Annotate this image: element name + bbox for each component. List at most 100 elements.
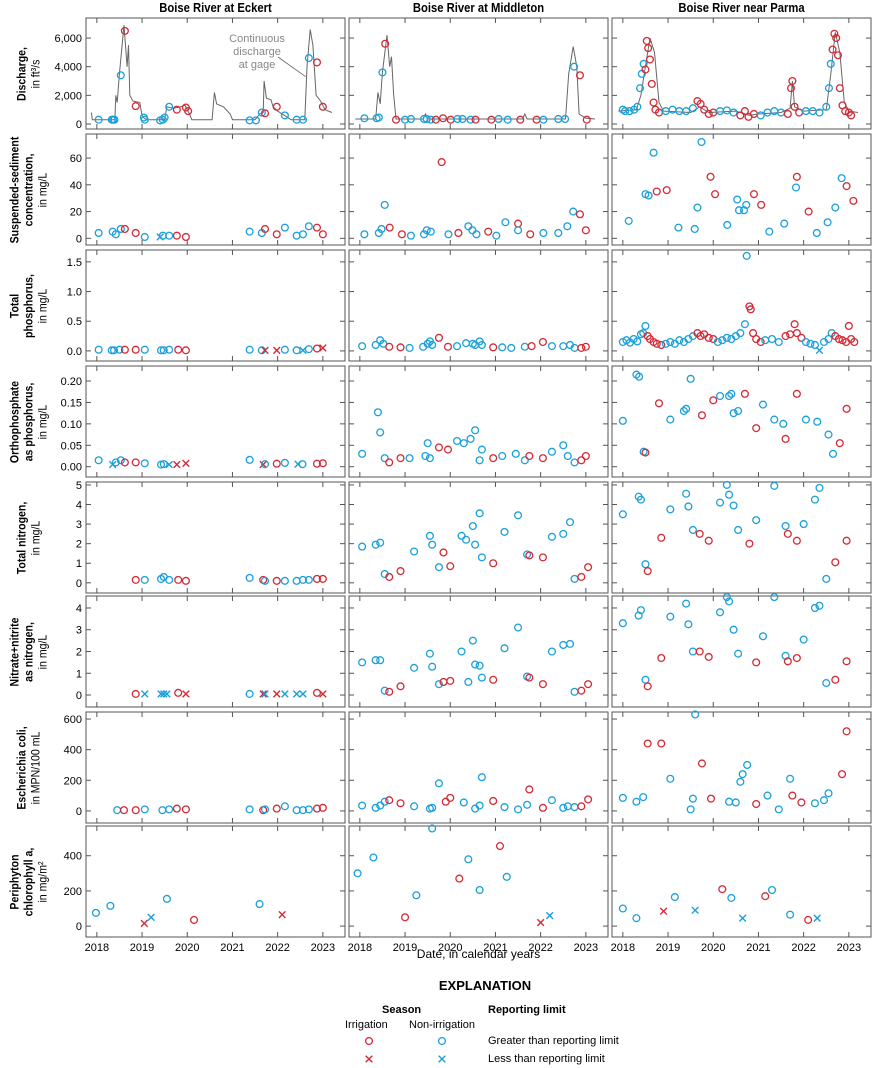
data-point <box>641 448 650 457</box>
data-point <box>625 107 634 116</box>
panel-tp-site-3 <box>611 249 872 362</box>
legend-season-header: Season <box>382 1004 422 1016</box>
data-point <box>652 187 661 196</box>
data-point <box>464 855 473 864</box>
panel-frame <box>348 133 609 246</box>
data-point <box>813 417 822 426</box>
data-point <box>159 460 168 469</box>
y-axis-label-line: in mg/L <box>35 288 49 323</box>
data-point <box>842 404 851 413</box>
data-point <box>643 682 652 691</box>
data-point <box>690 224 699 234</box>
data-point <box>734 406 743 416</box>
censored-point <box>165 460 173 469</box>
data-point <box>298 115 308 124</box>
data-point <box>641 321 650 331</box>
data-point <box>799 635 808 644</box>
data-point <box>570 687 579 696</box>
data-point <box>280 345 289 354</box>
data-point <box>584 680 593 689</box>
data-point <box>570 574 579 583</box>
data-point <box>738 770 747 779</box>
censored-point <box>545 911 554 920</box>
data-point <box>120 26 129 35</box>
data-point <box>757 200 766 209</box>
data-point <box>729 501 738 510</box>
data-point <box>722 106 731 115</box>
censored-point <box>140 690 149 698</box>
data-point <box>649 98 658 107</box>
data-point <box>559 529 568 538</box>
data-point <box>584 563 593 572</box>
data-point <box>428 824 437 833</box>
data-point <box>806 339 815 348</box>
data-point <box>514 219 523 228</box>
data-point <box>565 639 575 648</box>
censored-point <box>157 690 165 698</box>
y-axis-label-line: Suspended-sediment <box>7 136 21 243</box>
data-point <box>468 636 477 645</box>
data-point <box>377 224 386 234</box>
censored-point <box>281 690 289 698</box>
data-point <box>272 804 281 813</box>
data-point <box>251 116 261 125</box>
data-point <box>131 458 140 467</box>
data-point <box>400 115 410 124</box>
data-point <box>756 337 765 347</box>
data-point <box>91 908 100 917</box>
y-tick-label: 400 <box>64 851 82 863</box>
panel-frame <box>611 711 872 824</box>
data-point <box>501 218 510 227</box>
data-point <box>94 345 103 354</box>
data-point <box>526 230 535 239</box>
data-point <box>318 102 327 111</box>
data-point <box>304 575 313 584</box>
data-point <box>815 601 824 610</box>
data-point <box>742 200 751 209</box>
data-point <box>172 804 181 813</box>
data-point <box>661 339 670 348</box>
y-tick-label: 4,000 <box>54 62 82 74</box>
censored-point <box>163 690 171 698</box>
data-point <box>312 804 322 813</box>
panel-frame <box>348 711 609 824</box>
y-tick-label: 1 <box>76 668 82 680</box>
y-tick-label: 2 <box>76 539 82 551</box>
panel-tn-site-2 <box>348 481 609 594</box>
y-axis-label-line: in mg/L <box>35 172 49 207</box>
data-point <box>475 801 484 810</box>
data-point <box>475 509 484 518</box>
data-point <box>570 458 579 467</box>
data-point <box>822 679 831 688</box>
data-point <box>464 222 473 231</box>
data-point <box>706 794 716 803</box>
data-point <box>312 688 322 697</box>
panel-frame <box>85 825 346 938</box>
data-point <box>824 334 833 344</box>
y-axis-label-line: in ft³/s <box>28 59 42 88</box>
data-point <box>675 336 684 345</box>
data-point <box>298 460 307 469</box>
annotation-text: at gage <box>239 59 276 71</box>
data-point <box>697 411 706 420</box>
data-point <box>731 798 740 807</box>
data-point <box>318 459 327 468</box>
data-point <box>761 892 770 901</box>
data-point <box>538 337 547 347</box>
data-point <box>715 498 725 507</box>
data-point <box>729 108 738 117</box>
data-point <box>471 540 480 549</box>
data-point <box>140 575 149 584</box>
x-tick-label: 2022 <box>265 942 289 954</box>
data-point <box>165 231 174 240</box>
data-point <box>799 520 808 529</box>
data-point <box>462 535 471 544</box>
panel-frame <box>611 365 872 478</box>
y-tick-label: 0.15 <box>61 397 82 409</box>
data-point <box>159 346 168 355</box>
data-point <box>624 216 633 225</box>
y-tick-label: 4 <box>76 603 82 615</box>
y-tick-label: 0 <box>76 806 82 818</box>
data-point <box>740 389 749 398</box>
data-point <box>635 372 644 381</box>
